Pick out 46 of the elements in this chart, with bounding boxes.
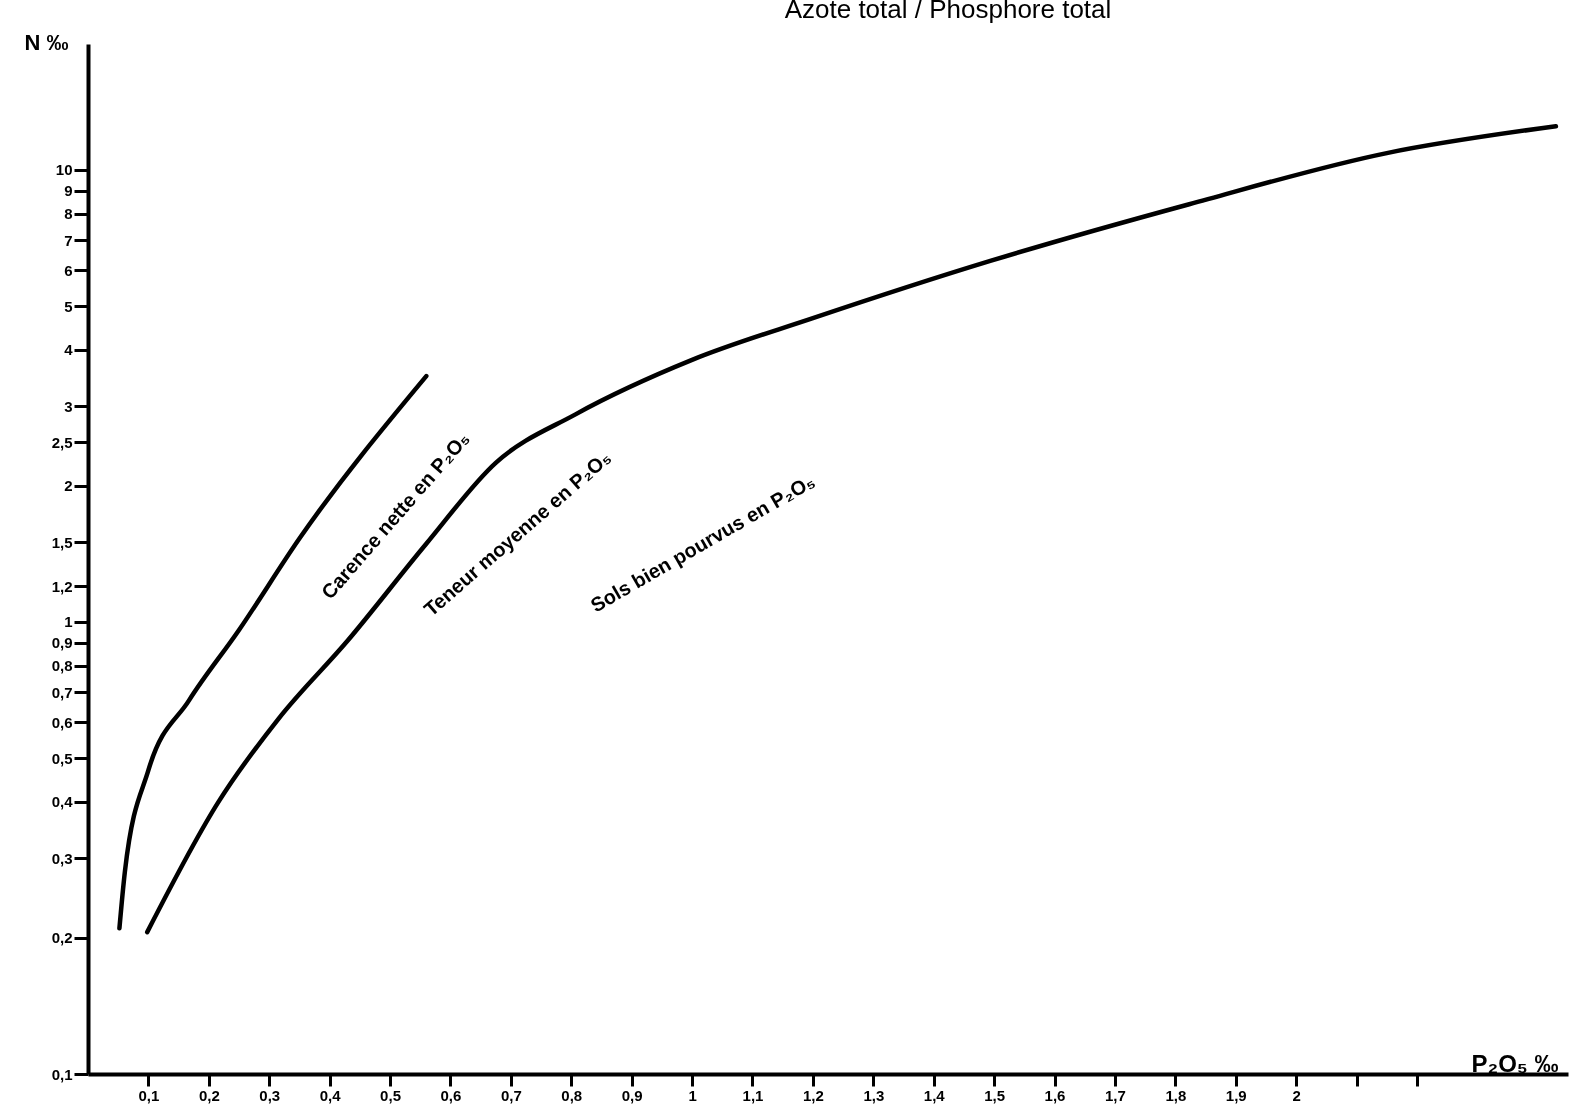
x-tick-label: 0,7 [500, 1086, 522, 1104]
y-tick-label: 1,5 [51, 533, 73, 551]
x-tick-label: 1,5 [984, 1086, 1006, 1104]
y-tick-label: 0,3 [51, 849, 73, 867]
x-tick-label: 0,5 [380, 1086, 401, 1104]
y-tick-label: 5 [64, 297, 73, 315]
x-tick-label: 1 [688, 1086, 697, 1104]
y-tick-label: 0,2 [51, 929, 73, 947]
x-tick-label: 1,4 [923, 1086, 946, 1104]
y-tick-label: 4 [64, 341, 74, 359]
y-axis-title: N ‰ [24, 29, 69, 55]
x-tick-label: 1,3 [863, 1086, 885, 1104]
x-tick-label: 1,8 [1165, 1086, 1187, 1104]
x-tick-label: 0,9 [621, 1086, 643, 1104]
y-tick-label: 0,7 [51, 683, 73, 701]
y-tick-label: 2,5 [51, 433, 73, 451]
y-tick-label: 0,9 [51, 634, 73, 652]
y-tick-label: 6 [64, 261, 73, 279]
x-tick-label: 1,9 [1225, 1086, 1247, 1104]
y-tick-label: 8 [64, 205, 73, 223]
x-tick-label: 0,4 [319, 1086, 342, 1104]
x-tick-label: 0,8 [561, 1086, 583, 1104]
y-tick-label: 0,1 [51, 1065, 73, 1083]
y-tick-label: 1,2 [51, 577, 73, 595]
x-tick-label: 1,1 [742, 1086, 764, 1104]
chart-title: Azote total / Phosphore total [784, 0, 1112, 24]
y-tick-label: 0,4 [51, 793, 74, 811]
x-axis-title: P₂O₅ ‰ [1471, 1049, 1559, 1077]
y-tick-label: 0,6 [51, 713, 73, 731]
y-tick-label: 9 [64, 182, 73, 200]
x-tick-label: 0,1 [138, 1086, 160, 1104]
x-tick-label: 1,7 [1105, 1086, 1126, 1104]
x-tick-label: 0,2 [198, 1086, 220, 1104]
y-tick-label: 10 [55, 161, 73, 179]
x-tick-label: 0,6 [440, 1086, 462, 1104]
x-tick-label: 2 [1292, 1086, 1301, 1104]
x-tick-label: 1,2 [802, 1086, 824, 1104]
y-tick-label: 3 [64, 397, 73, 415]
y-tick-label: 1 [64, 613, 73, 631]
line-series [144, 123, 1559, 935]
x-tick-label: 1,6 [1044, 1086, 1066, 1104]
x-tick-label: 0,3 [259, 1086, 281, 1104]
y-tick-label: 0,8 [51, 657, 73, 675]
y-tick-label: 7 [64, 231, 73, 249]
y-tick-label: 0,5 [51, 749, 73, 767]
y-tick-label: 2 [64, 477, 73, 495]
